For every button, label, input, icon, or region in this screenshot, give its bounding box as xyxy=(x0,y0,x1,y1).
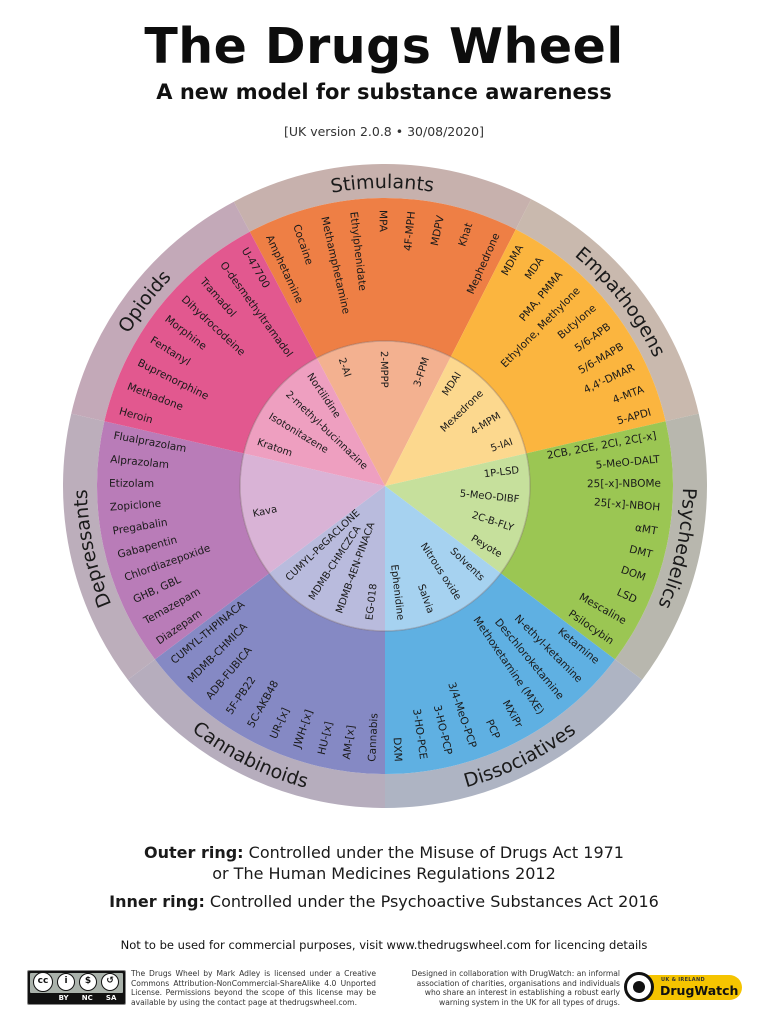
band-depressants xyxy=(62,413,155,680)
outer-segment-empathogens[interactable] xyxy=(450,229,666,454)
inner-segment-stimulants[interactable] xyxy=(316,341,451,486)
inner-drug-label: 1P-LSD xyxy=(483,465,520,480)
inner-drug-label: 2-MPPP xyxy=(378,351,389,388)
licence-notice: Not to be used for commercial purposes, … xyxy=(120,938,648,952)
sharealike-icon: ↺ xyxy=(101,973,119,991)
inner-segment-dissociatives[interactable] xyxy=(385,486,501,631)
band-stimulants xyxy=(233,163,532,232)
outer-segment-dissociatives[interactable] xyxy=(385,573,616,774)
band-cannabinoids xyxy=(127,659,386,809)
drug-label: AM-[x] xyxy=(341,724,358,760)
version-label: [UK version 2.0.8 • 30/08/2020] xyxy=(284,124,484,139)
outer-segment-opioids[interactable] xyxy=(104,231,317,454)
outer-segment-cannabinoids[interactable] xyxy=(154,573,385,774)
outer-segment-depressants[interactable] xyxy=(96,421,270,660)
drug-label: Cannabis xyxy=(366,713,380,762)
inner-drug-label: EG-018 xyxy=(364,583,379,621)
inner-segment-psychedelics[interactable] xyxy=(385,453,530,574)
drugwatch-name: DrugWatch xyxy=(660,983,739,998)
eye-icon xyxy=(624,972,654,1002)
page-subtitle: A new model for substance awareness xyxy=(156,80,612,104)
drugwatch-region: UK & IRELAND xyxy=(661,977,705,983)
inner-segment-empathogens[interactable] xyxy=(385,356,527,486)
drug-label: αMT xyxy=(634,522,659,538)
page-title: The Drugs Wheel xyxy=(144,18,624,75)
drug-label: MPA xyxy=(377,210,389,233)
outer-ring-text-1: Controlled under the Misuse of Drugs Act… xyxy=(243,843,624,862)
nc-label: NC xyxy=(81,994,93,1002)
drug-label: Alprazolam xyxy=(110,454,170,472)
outer-ring-label: Outer ring: xyxy=(144,843,244,862)
outer-segment-stimulants[interactable] xyxy=(249,198,516,358)
outer-segment-psychedelics[interactable] xyxy=(500,421,673,660)
drug-label: Etizolam xyxy=(109,478,154,490)
outer-ring-segments xyxy=(96,198,673,774)
noncommercial-icon: $ xyxy=(79,973,97,991)
category-band-ring xyxy=(62,163,708,809)
inner-segment-cannabinoids[interactable] xyxy=(269,486,385,631)
drug-label: 25[-x]-NBOMe xyxy=(587,478,661,491)
inner-segment-depressants[interactable] xyxy=(239,453,385,574)
band-dissociatives xyxy=(385,659,643,808)
inner-ring-label: Inner ring: xyxy=(109,892,205,911)
band-empathogens xyxy=(515,199,699,422)
by-label: BY xyxy=(58,994,69,1002)
creative-commons-badge[interactable]: cc i $ ↺ BY NC SA xyxy=(27,970,126,1005)
inner-ring-segments xyxy=(239,340,531,632)
attribution-icon: i xyxy=(57,973,75,991)
inner-ring-outline xyxy=(239,340,531,632)
band-psychedelics xyxy=(615,413,708,680)
license-text: The Drugs Wheel by Mark Adley is license… xyxy=(131,969,376,1007)
cc-icon: cc xyxy=(33,972,53,992)
drug-label: 4F-MPH xyxy=(402,211,418,252)
collaboration-text: Designed in collaboration with DrugWatch… xyxy=(411,969,620,1007)
drug-label: 25[-x]-NBOH xyxy=(593,496,660,513)
outer-ring-text-2: or The Human Medicines Regulations 2012 xyxy=(212,864,556,883)
drug-label: DMT xyxy=(628,543,654,561)
inner-ring-text: Controlled under the Psychoactive Substa… xyxy=(204,892,659,911)
sa-label: SA xyxy=(105,994,117,1002)
inner-segment-opioids[interactable] xyxy=(243,357,385,486)
inner-drug-label: Kava xyxy=(252,504,278,520)
drug-label: DXM xyxy=(391,737,404,762)
outer-ring-legend: Outer ring: Controlled under the Misuse … xyxy=(0,842,768,884)
band-opioids xyxy=(71,201,250,422)
drug-label: Zopiclone xyxy=(109,498,161,514)
inner-ring-legend: Inner ring: Controlled under the Psychoa… xyxy=(0,892,768,911)
